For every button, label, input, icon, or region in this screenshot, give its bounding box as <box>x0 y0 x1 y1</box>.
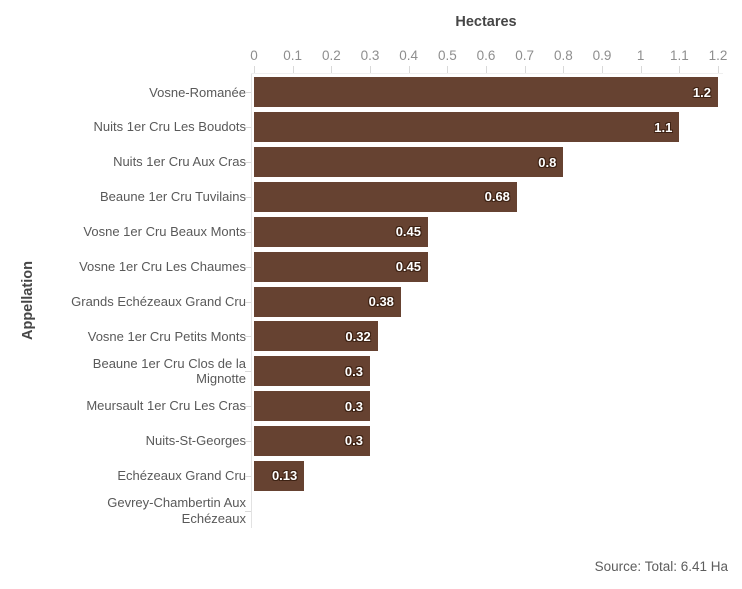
x-tick-label: 0.9 <box>592 48 612 63</box>
bar: 0.13 <box>254 460 305 491</box>
x-tick-label: 0.7 <box>515 48 535 63</box>
bar-value-label: 0.3 <box>344 363 363 379</box>
bar: 0.3 <box>254 391 370 422</box>
bar-value-label: 1.2 <box>692 84 711 100</box>
x-tick-mark <box>602 66 603 74</box>
bar-value-label: 0.38 <box>368 294 394 310</box>
category-label: Vosne 1er Cru Beaux Monts <box>83 224 246 240</box>
x-tick-mark <box>370 66 371 74</box>
bar-value-label: 0.3 <box>344 398 363 414</box>
category-tick-mark <box>245 266 251 268</box>
category-tick-mark <box>245 301 251 303</box>
category-label: Beaune 1er Cru Clos de la Mignotte <box>92 355 246 387</box>
category-tick-mark <box>245 440 251 442</box>
bar-value-label: 0.3 <box>344 433 363 449</box>
category-label: Nuits 1er Cru Les Boudots <box>93 119 246 135</box>
category-label: Vosne 1er Cru Les Chaumes <box>79 258 246 274</box>
x-tick-mark <box>718 66 719 74</box>
x-tick-label: 0.3 <box>360 48 380 63</box>
bar-value-label: 1.1 <box>654 119 673 135</box>
x-tick-label: 0.1 <box>283 48 303 63</box>
category-label: Gevrey-Chambertin Aux Echézeaux <box>107 495 246 526</box>
bar: 0.38 <box>254 286 401 317</box>
bar: 0.3 <box>254 425 370 456</box>
bar-value-label: 0.13 <box>271 468 298 484</box>
x-tick-mark <box>447 66 449 74</box>
x-tick-mark <box>408 66 410 74</box>
category-tick-mark <box>245 371 251 373</box>
category-label: Meursault 1er Cru Les Cras <box>86 398 246 414</box>
x-tick-mark <box>292 66 294 74</box>
x-tick-label: 0.8 <box>553 48 573 63</box>
category-tick-mark <box>245 406 251 408</box>
x-tick-label: 0 <box>250 48 258 63</box>
bar: 0.45 <box>254 216 428 247</box>
category-label: Nuits 1er Cru Aux Cras <box>113 154 246 170</box>
bar-value-label: 0.45 <box>395 259 421 275</box>
x-tick-mark <box>524 66 526 74</box>
category-tick-mark <box>245 231 251 233</box>
x-tick-label: 1.1 <box>669 48 689 63</box>
category-tick-mark <box>245 127 251 129</box>
category-tick-mark <box>245 162 251 164</box>
category-tick-mark <box>245 336 251 338</box>
category-label: Nuits-St-Georges <box>145 433 246 449</box>
bar-value-label: 0.45 <box>395 224 421 240</box>
bar: 0.3 <box>254 356 370 387</box>
x-tick-label: 1 <box>636 48 645 63</box>
bar: 1.2 <box>254 77 718 108</box>
x-tick-label: 0.6 <box>476 48 496 63</box>
category-tick-mark <box>245 510 251 512</box>
category-label: Vosne 1er Cru Petits Monts <box>87 328 246 344</box>
x-tick-mark <box>679 66 681 74</box>
x-axis-line <box>251 73 723 74</box>
bar: 0.8 <box>254 147 564 178</box>
category-label: Echézeaux Grand Cru <box>117 467 246 483</box>
bar: 1.1 <box>254 112 680 143</box>
bar-value-label: 0.68 <box>484 189 510 205</box>
category-tick-mark <box>245 196 251 198</box>
category-tick-mark <box>245 92 251 94</box>
y-axis-line <box>251 74 252 528</box>
x-tick-mark <box>640 66 642 74</box>
category-label: Vosne-Romanée <box>149 84 246 100</box>
category-label: Grands Echézeaux Grand Cru <box>71 293 246 309</box>
x-tick-label: 1.2 <box>708 48 728 63</box>
bar-value-label: 0.8 <box>538 154 557 170</box>
x-tick-mark <box>331 66 333 74</box>
x-tick-label: 0.5 <box>437 48 457 63</box>
y-axis-title: Appellation <box>20 261 36 341</box>
x-tick-mark <box>563 66 565 74</box>
bar: 0.68 <box>254 181 517 212</box>
x-tick-mark <box>486 66 487 74</box>
category-label: Beaune 1er Cru Tuvilains <box>100 189 246 205</box>
x-axis-title: Hectares <box>455 14 517 30</box>
category-tick-mark <box>245 475 251 477</box>
bar: 0.45 <box>254 251 428 282</box>
x-tick-label: 0.4 <box>399 48 419 63</box>
bar: 0.32 <box>254 321 378 352</box>
source-note: Source: Total: 6.41 Ha <box>594 559 728 574</box>
bar-value-label: 0.32 <box>345 328 371 344</box>
x-tick-mark <box>254 66 255 74</box>
x-tick-label: 0.2 <box>321 48 341 63</box>
